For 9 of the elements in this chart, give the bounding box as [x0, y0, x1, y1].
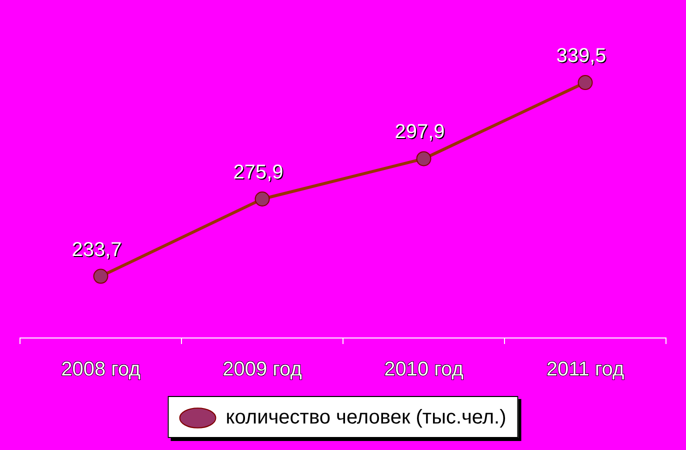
data-label: 339,5 [557, 46, 608, 68]
data-label: 233,7 [72, 240, 123, 262]
data-label: 297,9 [396, 122, 446, 144]
x-tick-label: 2009 год [222, 358, 302, 381]
data-label: 275,9 [234, 162, 284, 185]
x-tick-label: 2010 год [384, 358, 464, 381]
legend-label: количество человек (тыс.чел.) [226, 406, 506, 429]
x-tick-label: 2008 год [61, 358, 141, 381]
x-tick-label: 2011 год [546, 358, 624, 381]
